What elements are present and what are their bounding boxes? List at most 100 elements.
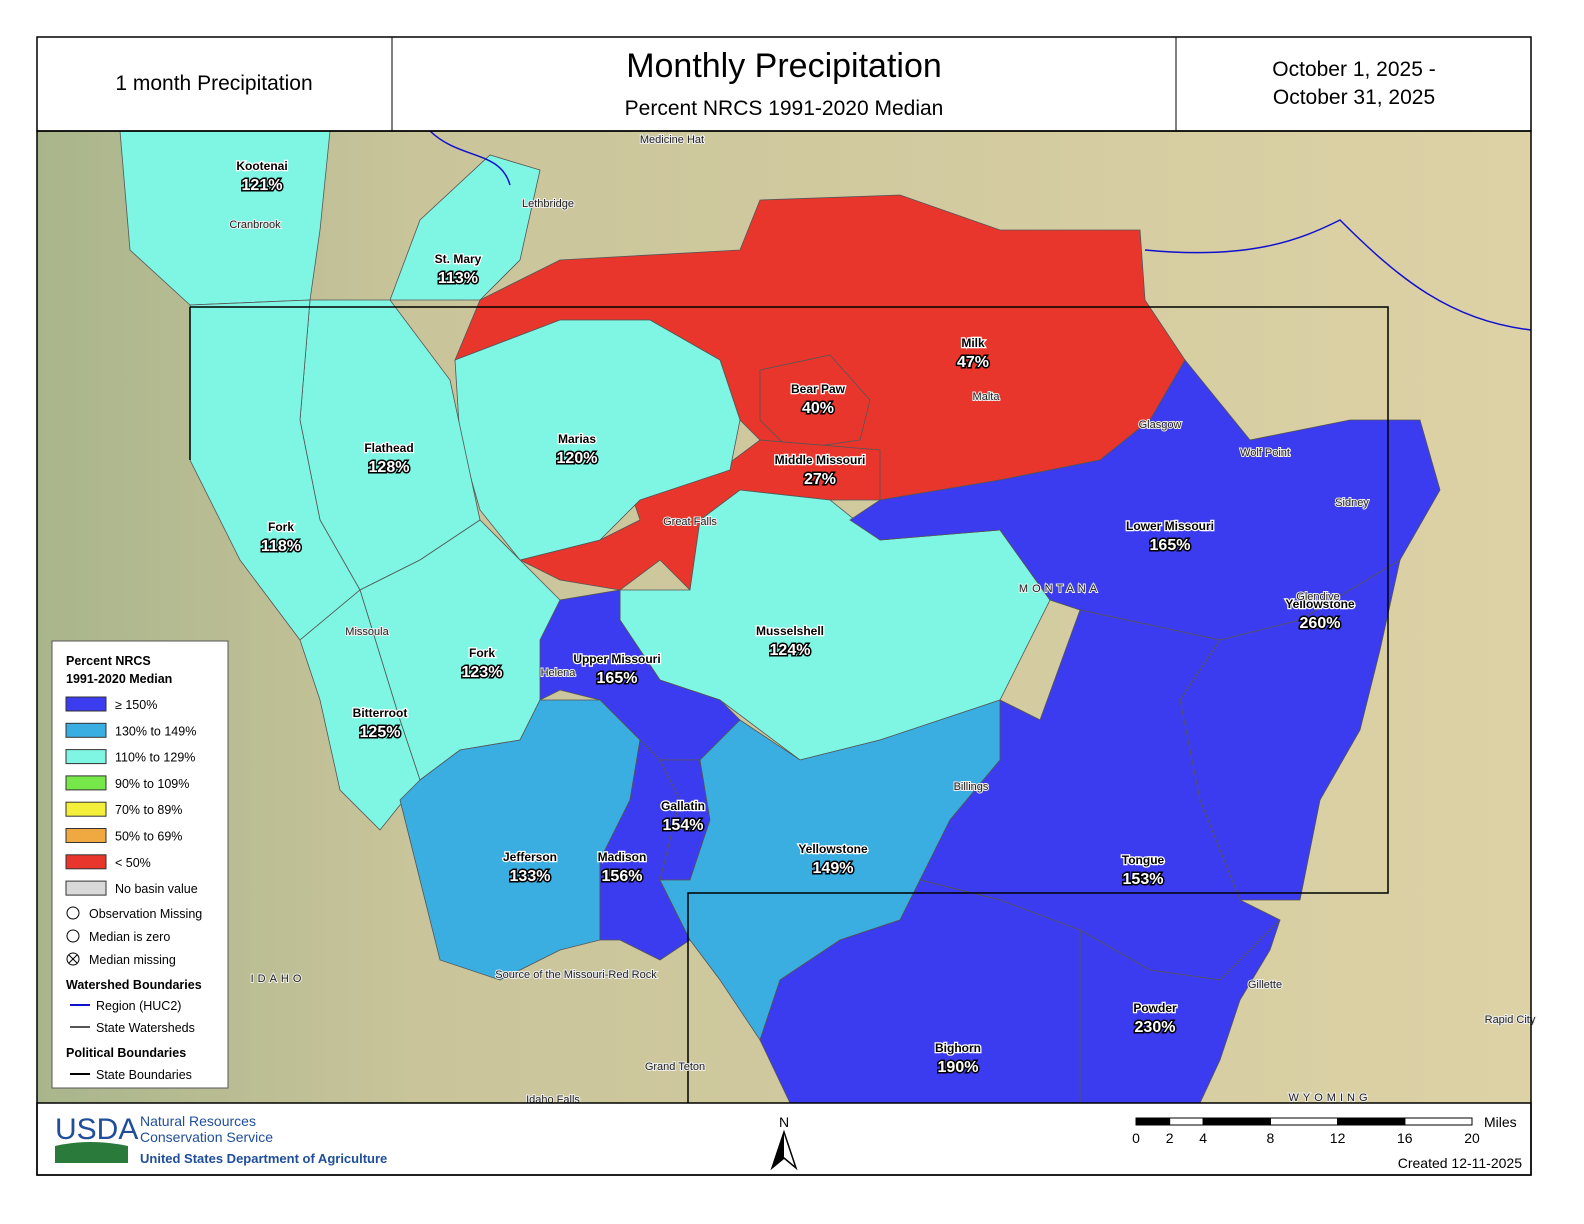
basin-name: Gallatin <box>661 799 705 813</box>
basin-name: Fork <box>469 646 495 660</box>
place-label: Helena <box>541 667 577 679</box>
scale-label: 12 <box>1330 1130 1346 1146</box>
scale-segment <box>1269 1117 1339 1126</box>
scale-segment <box>1169 1117 1204 1126</box>
basin-name: Fork <box>268 520 294 534</box>
basin-name: Jefferson <box>503 850 557 864</box>
place-label: Wolf Point <box>1240 447 1290 459</box>
scale-label: 0 <box>1132 1130 1140 1146</box>
title: Monthly Precipitation <box>626 47 942 85</box>
basin-name: Bear Paw <box>791 382 846 396</box>
legend-title: Percent NRCS <box>66 654 151 668</box>
legend-heading: Political Boundaries <box>66 1046 186 1060</box>
legend-label: < 50% <box>115 856 151 870</box>
basin-name: Yellowstone <box>1285 597 1355 611</box>
basin-value: 128% <box>369 459 410 476</box>
basin-name: Yellowstone <box>798 842 868 856</box>
basin-value: 260% <box>1300 615 1341 632</box>
legend-label: State Watersheds <box>96 1021 195 1035</box>
legend-label: 130% to 149% <box>115 724 196 738</box>
basin-value: 47% <box>957 354 989 371</box>
legend-title: 1991-2020 Median <box>66 672 172 686</box>
basin-name: Lower Missouri <box>1126 519 1214 533</box>
state-boundary <box>190 306 1389 1103</box>
date-range: October 1, 2025 - <box>1272 58 1435 81</box>
created-date: Created 12-11-2025 <box>1398 1155 1522 1171</box>
basin-name: Flathead <box>364 441 413 455</box>
legend-heading: Watershed Boundaries <box>66 978 202 992</box>
legend-symbol <box>68 954 78 964</box>
scale-unit: Miles <box>1484 1114 1517 1130</box>
agency: Conservation Service <box>140 1129 273 1145</box>
legend-swatch <box>65 775 107 791</box>
place-label: Source of the Missouri-Red Rock <box>495 969 657 981</box>
basin <box>299 589 421 831</box>
scale-label: 16 <box>1397 1130 1413 1146</box>
subtitle: Percent NRCS 1991-2020 Median <box>625 97 944 120</box>
place-label: Rapid City <box>1485 1014 1536 1026</box>
basin-name: Milk <box>961 336 985 350</box>
basin-name: Bitterroot <box>353 706 408 720</box>
legend-swatch <box>65 801 107 817</box>
scale-label: 20 <box>1464 1130 1480 1146</box>
basin-value: 165% <box>1150 537 1191 554</box>
place-label: Glendive <box>1296 591 1339 603</box>
scale-segment <box>1337 1117 1406 1126</box>
legend-label: No basin value <box>115 882 198 896</box>
legend-label: 70% to 89% <box>115 803 182 817</box>
place-label: MONTANA <box>1019 583 1101 595</box>
department: United States Department of Agriculture <box>140 1151 387 1166</box>
place-label: Missoula <box>345 626 389 638</box>
place-label: Medicine Hat <box>640 134 704 146</box>
date-range: October 31, 2025 <box>1273 86 1435 109</box>
north-arrow <box>772 1132 784 1168</box>
basin-name: Kootenai <box>236 159 287 173</box>
legend-swatch <box>65 696 107 712</box>
legend-label: 110% to 129% <box>115 751 195 765</box>
state-boundaries <box>189 306 1389 1103</box>
place-label: Grand Teton <box>645 1061 705 1073</box>
place-label: Cranbrook <box>229 219 281 231</box>
basin <box>759 354 871 451</box>
scale-label: 8 <box>1267 1130 1275 1146</box>
labels: Kootenai 121% St. Mary 113% Milk 47% Bear Paw 4… <box>228 133 1537 1107</box>
north-label: N <box>779 1114 789 1130</box>
basin-name: Musselshell <box>756 624 824 638</box>
legend-symbol <box>66 929 80 943</box>
basin-name: St. Mary <box>435 252 482 266</box>
basin-name: Upper Missouri <box>573 652 660 666</box>
basin-name: Tongue <box>1122 853 1165 867</box>
legend-swatch <box>65 722 107 738</box>
basin-name: Marias <box>558 432 596 446</box>
place-label: WYOMING <box>1289 1092 1372 1104</box>
legend-label: ≥ 150% <box>115 698 157 712</box>
basin-value: 123% <box>462 664 503 681</box>
basin-name: Madison <box>598 850 647 864</box>
basin-value: 113% <box>438 270 478 287</box>
basin-value: 125% <box>360 724 401 741</box>
place-label: IDAHO <box>251 973 306 985</box>
place-label: Lethbridge <box>522 198 574 210</box>
legend-swatch <box>65 854 107 870</box>
place-label: Glasgow <box>1139 419 1182 431</box>
legend-label: Median is zero <box>89 930 170 944</box>
legend: Percent NRCS 1991-2020 Median ≥ 150% 130% t… <box>51 640 229 1089</box>
basin-name: Bighorn <box>935 1041 981 1055</box>
usda-logo-mark <box>55 1142 128 1163</box>
place-label: Great Falls <box>663 516 717 528</box>
usda-logo: USDA <box>55 1113 138 1146</box>
scale-label: 2 <box>1166 1130 1174 1146</box>
agency: Natural Resources <box>140 1113 256 1129</box>
legend-label: 50% to 69% <box>115 830 182 844</box>
header-left: 1 month Precipitation <box>115 72 312 95</box>
basin-name: Middle Missouri <box>775 453 866 467</box>
basin-value: 153% <box>1123 871 1164 888</box>
basin-value: 133% <box>510 868 551 885</box>
scale-segment <box>1135 1117 1171 1126</box>
legend-label: 90% to 109% <box>115 777 189 791</box>
basin-name: Powder <box>1133 1001 1177 1015</box>
header-box <box>36 36 1532 132</box>
legend-symbol <box>66 906 80 920</box>
basin-value: 230% <box>1135 1019 1176 1036</box>
